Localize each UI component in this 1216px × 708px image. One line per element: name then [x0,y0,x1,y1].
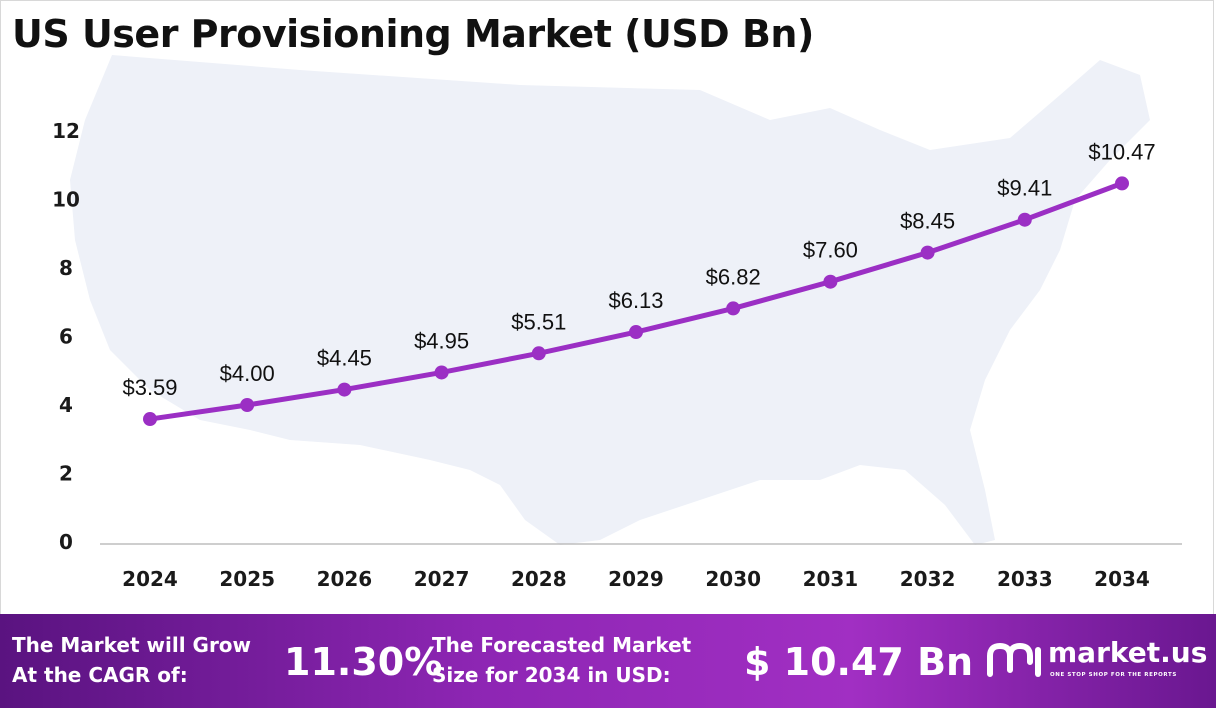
forecast-value: $ 10.47 Bn [744,640,974,684]
logo-tagline: ONE STOP SHOP FOR THE REPORTS [1050,672,1177,678]
x-tick-label: 2027 [414,567,470,591]
data-point [629,325,643,340]
y-tick-label: 0 [59,530,73,554]
cagr-label-line2: At the CAGR of: [12,663,188,687]
chart-title: US User Provisioning Market (USD Bn) [12,12,814,56]
x-tick-label: 2029 [608,567,664,591]
data-point [726,301,741,316]
data-point [337,382,352,397]
data-point [240,398,255,412]
x-tick-label: 2028 [511,567,567,591]
x-tick-label: 2024 [122,567,178,591]
data-label: $8.45 [900,209,955,234]
y-tick-label: 12 [52,119,80,143]
data-point [823,274,838,289]
data-point [434,365,449,380]
us-map-silhouette [70,55,1150,545]
x-tick-label: 2030 [705,567,761,591]
x-tick-label: 2033 [997,567,1053,591]
y-tick-label: 6 [59,325,73,349]
cagr-value: 11.30% [284,640,443,684]
data-label: $10.47 [1088,139,1155,164]
x-tick-label: 2025 [219,567,275,591]
y-tick-label: 4 [59,393,73,417]
data-label: $6.82 [706,264,761,289]
data-point [1017,212,1032,227]
data-label: $5.51 [511,309,566,334]
x-tick-label: 2026 [317,567,373,591]
data-point [143,412,157,427]
line-chart: 0 2 4 6 8 10 12 2024 2025 2026 2027 2028 2029 2030 203… [52,55,1182,591]
market-us-logo-icon [987,642,1041,677]
footer-banner: The Market will Grow At the CAGR of: 11.… [0,614,1216,708]
x-tick-label: 2034 [1094,567,1150,591]
forecast-label-line1: The Forecasted Market [432,633,692,657]
data-point [1115,176,1129,191]
data-label: $3.59 [122,375,177,400]
y-tick-label: 2 [59,462,73,486]
x-tick-label: 2032 [900,567,956,591]
logo-text: market.us [1048,636,1208,669]
forecast-label-line2: Size for 2034 in USD: [432,663,671,687]
data-label: $9.41 [997,176,1052,201]
cagr-label-line1: The Market will Grow [12,633,252,657]
data-label: $7.60 [803,238,858,263]
y-tick-label: 10 [52,188,80,212]
data-label: $4.00 [220,361,275,386]
data-label: $4.95 [414,328,469,353]
data-point [531,346,546,361]
y-tick-label: 8 [59,256,73,280]
data-point [920,245,935,260]
x-tick-label: 2031 [803,567,859,591]
data-label: $6.13 [608,288,663,313]
data-label: $4.45 [317,346,372,371]
